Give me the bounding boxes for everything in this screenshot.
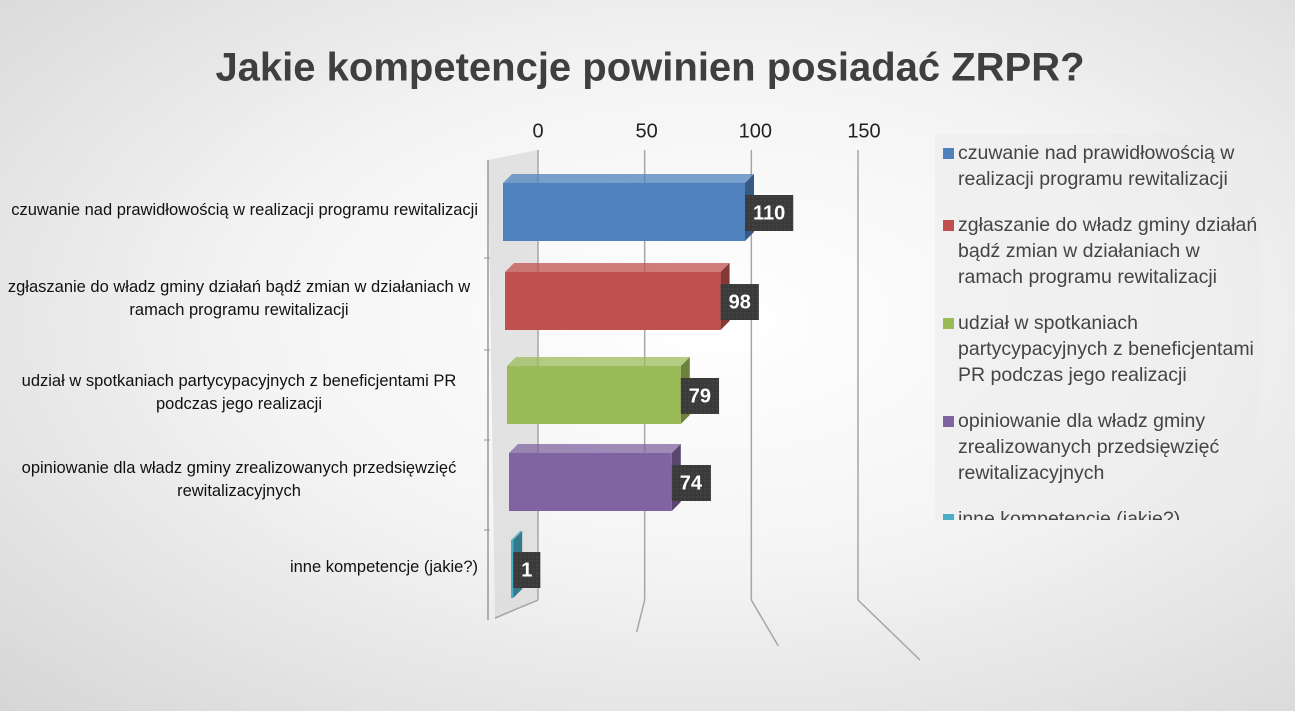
category-label-text: zgłaszanie do władz gminy działań bądź z… [7,278,471,319]
data-label-box [680,378,720,414]
category-label: zgłaszanie do władz gminy działań bądź z… [0,264,478,334]
category-label: czuwanie nad prawidłowością w realizacji… [0,175,478,245]
bar-top [511,531,523,540]
data-label-box [745,195,794,231]
legend-swatch [943,514,954,520]
bar [507,357,690,424]
category-label: opiniowanie dla władz gminy zrealizowany… [0,445,478,515]
category-label: udział w spotkaniach partycypacyjnych z … [0,358,478,428]
category-label-text: inne kompetencje (jakie?) [289,557,478,576]
legend-entry: inne kompetencje (jakie?) [943,506,1261,520]
x-tick-label: 150 [847,120,880,142]
data-label-box [671,465,711,501]
grid-line [635,599,646,633]
legend-text: inne kompetencje (jakie?) [958,508,1181,520]
legend-text: czuwanie nad prawidłowością w realizacji… [958,142,1235,190]
data-label: 110 [753,202,785,224]
grid-line [857,599,921,661]
bar [505,263,730,330]
bar-front [507,366,681,424]
data-label: 79 [689,385,711,407]
chart-title: Jakie kompetencje powinien posiadać ZRPR… [215,46,1084,90]
bar-top [509,444,681,453]
legend-entry: czuwanie nad prawidłowością w realizacji… [943,140,1261,192]
category-label-text: czuwanie nad prawidłowością w realizacji… [11,200,478,219]
legend-text: zgłaszanie do władz gminy działań bądź z… [958,214,1258,288]
data-label: 74 [680,472,703,494]
legend-swatch [943,148,954,159]
bar-front [505,272,721,330]
category-label-text: opiniowanie dla władz gminy zrealizowany… [21,459,457,500]
grid-line [750,599,779,647]
grid-line [494,599,539,619]
x-tick-label: 50 [636,120,658,142]
data-label: 98 [729,291,751,313]
bar-front [511,540,514,598]
x-tick-label: 0 [532,120,543,142]
category-label: inne kompetencje (jakie?) [0,532,478,602]
x-tick-label: 100 [739,120,772,142]
legend-text: opiniowanie dla władz gminy zrealizowany… [958,410,1220,484]
bar [509,444,681,511]
bar [503,174,754,241]
legend-swatch [943,416,954,427]
data-label: 1 [521,559,532,581]
bar-top [507,357,690,366]
data-label-box [720,284,759,320]
bar-top [505,263,730,272]
data-label-box [513,552,541,588]
legend-swatch [943,220,954,231]
legend-swatch [943,318,954,329]
bar-front [509,453,672,511]
legend-entry: udział w spotkaniach partycypacyjnych z … [943,310,1261,388]
legend-entry: opiniowanie dla władz gminy zrealizowany… [943,408,1261,486]
legend-text: udział w spotkaniach partycypacyjnych z … [958,312,1254,386]
legend-entry: zgłaszanie do władz gminy działań bądź z… [943,212,1261,290]
legend: czuwanie nad prawidłowością w realizacji… [935,134,1261,520]
category-label-text: udział w spotkaniach partycypacyjnych z … [21,372,457,413]
bar-top [503,174,754,183]
bar-front [503,183,745,241]
